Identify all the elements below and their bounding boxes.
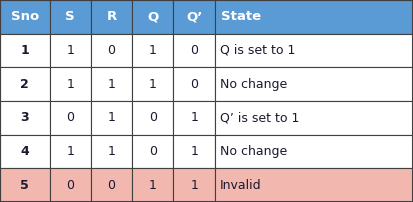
Text: 1: 1 — [149, 78, 157, 91]
Text: 0: 0 — [107, 44, 116, 57]
Text: Invalid: Invalid — [220, 179, 261, 192]
Text: R: R — [107, 10, 116, 23]
Text: 0: 0 — [190, 44, 198, 57]
Text: Q’ is set to 1: Q’ is set to 1 — [220, 111, 299, 124]
Text: 0: 0 — [149, 145, 157, 158]
Bar — [173, 135, 215, 168]
Bar — [215, 168, 413, 202]
Bar — [132, 135, 173, 168]
Bar — [0, 101, 50, 135]
Text: 1: 1 — [190, 145, 198, 158]
Text: 1: 1 — [66, 145, 74, 158]
Text: 1: 1 — [107, 145, 116, 158]
Bar — [173, 101, 215, 135]
Text: No change: No change — [220, 145, 287, 158]
Bar — [0, 168, 50, 202]
Text: 1: 1 — [107, 78, 116, 91]
Text: 0: 0 — [149, 111, 157, 124]
Bar — [91, 135, 132, 168]
Text: 1: 1 — [149, 179, 157, 192]
Bar — [91, 168, 132, 202]
Text: S: S — [65, 10, 75, 23]
Bar — [50, 67, 91, 101]
Text: 3: 3 — [21, 111, 29, 124]
Bar — [0, 0, 50, 34]
Bar — [132, 34, 173, 67]
Text: Q: Q — [147, 10, 159, 23]
Text: 0: 0 — [66, 111, 74, 124]
Bar — [132, 67, 173, 101]
Bar — [215, 67, 413, 101]
Bar — [91, 101, 132, 135]
Bar — [50, 0, 91, 34]
Bar — [50, 34, 91, 67]
Bar — [91, 0, 132, 34]
Text: State: State — [221, 10, 261, 23]
Text: Q’: Q’ — [186, 10, 202, 23]
Text: 0: 0 — [190, 78, 198, 91]
Bar — [173, 168, 215, 202]
Bar — [173, 34, 215, 67]
Bar — [132, 168, 173, 202]
Bar — [50, 168, 91, 202]
Bar — [132, 101, 173, 135]
Text: 1: 1 — [107, 111, 116, 124]
Text: 1: 1 — [20, 44, 29, 57]
Bar — [50, 101, 91, 135]
Text: 4: 4 — [20, 145, 29, 158]
Bar — [215, 34, 413, 67]
Bar — [0, 135, 50, 168]
Text: Q is set to 1: Q is set to 1 — [220, 44, 295, 57]
Text: 1: 1 — [190, 111, 198, 124]
Text: 1: 1 — [66, 44, 74, 57]
Text: 2: 2 — [20, 78, 29, 91]
Text: Sno: Sno — [11, 10, 39, 23]
Text: 0: 0 — [107, 179, 116, 192]
Bar — [215, 101, 413, 135]
Text: 1: 1 — [190, 179, 198, 192]
Bar — [173, 67, 215, 101]
Bar — [91, 34, 132, 67]
Bar — [0, 34, 50, 67]
Bar — [50, 135, 91, 168]
Text: 5: 5 — [20, 179, 29, 192]
Bar — [0, 67, 50, 101]
Text: No change: No change — [220, 78, 287, 91]
Bar — [173, 0, 215, 34]
Text: 1: 1 — [149, 44, 157, 57]
Text: 0: 0 — [66, 179, 74, 192]
Bar — [215, 0, 413, 34]
Text: 1: 1 — [66, 78, 74, 91]
Bar — [91, 67, 132, 101]
Bar — [132, 0, 173, 34]
Bar — [215, 135, 413, 168]
